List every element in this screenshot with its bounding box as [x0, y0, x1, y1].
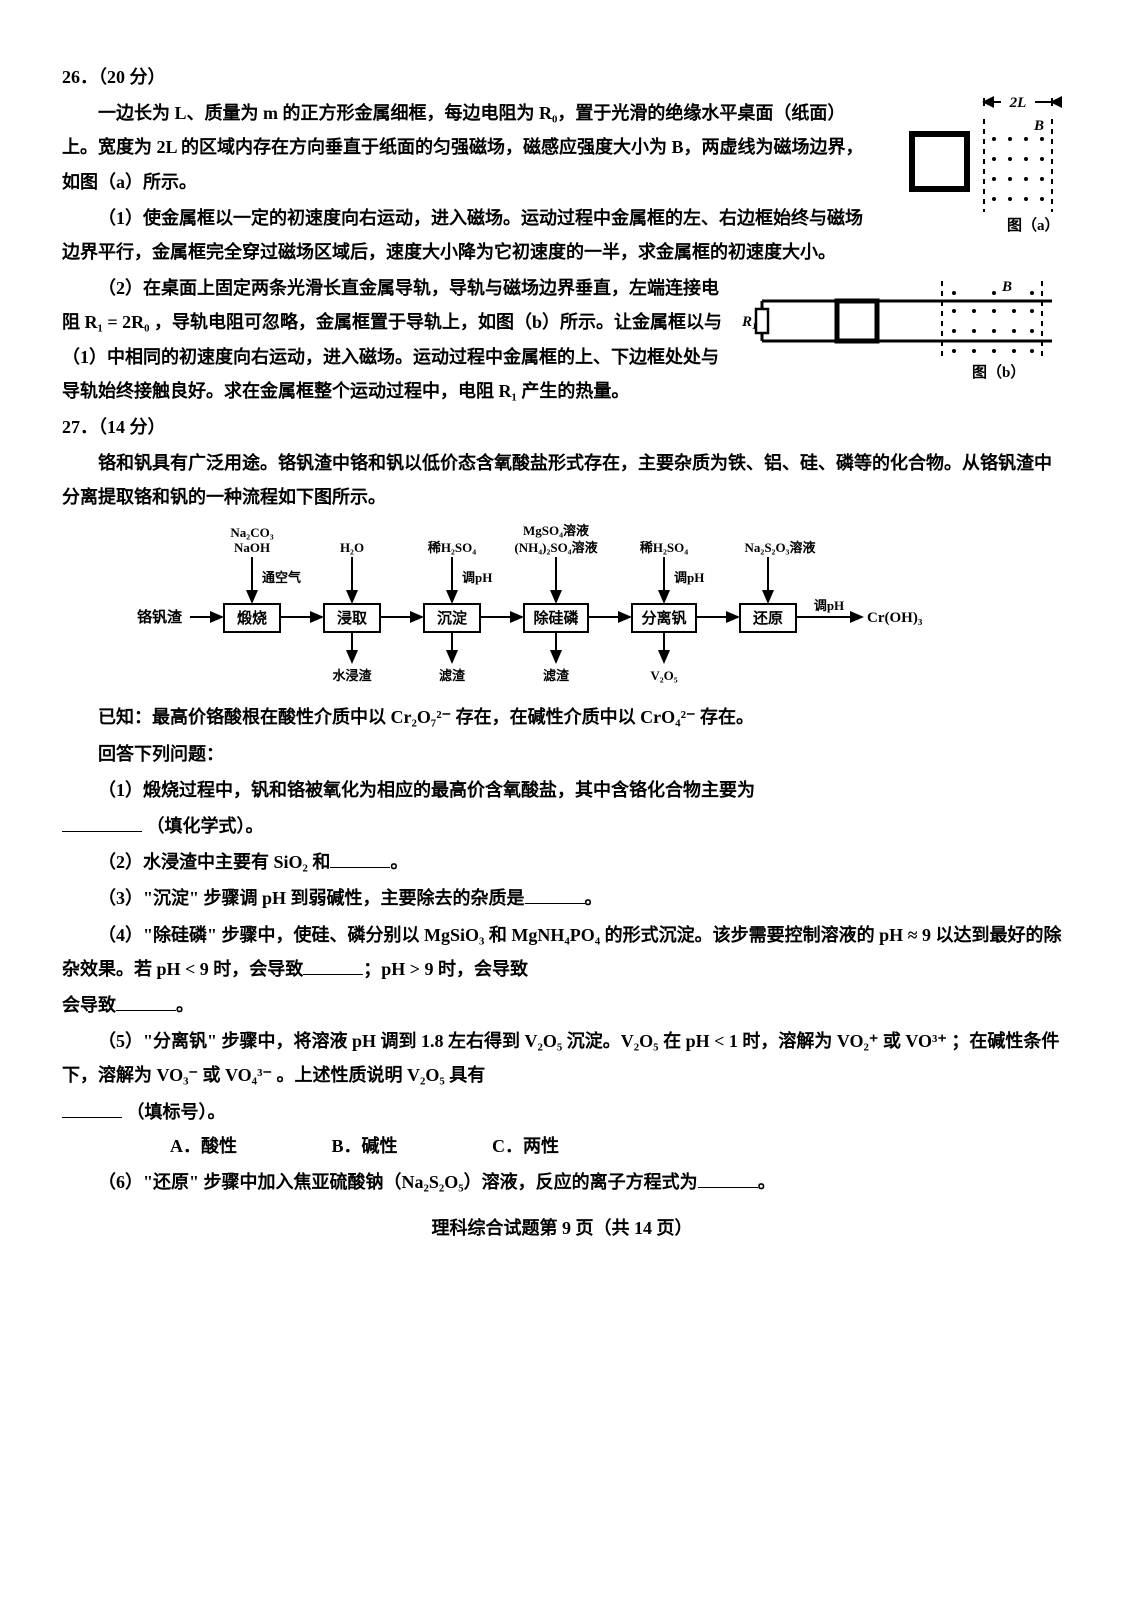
svg-text:(NH₄)₂SO₄溶液: (NH₄)₂SO₄溶液 — [514, 540, 597, 555]
svg-text:除硅磷: 除硅磷 — [533, 609, 579, 627]
figure-a: 2L B 图（a） — [892, 94, 1062, 234]
svg-text:稀H₂SO₄: 稀H₂SO₄ — [428, 540, 476, 555]
blank-2[interactable] — [330, 849, 390, 868]
figure-b: R₁ B 图（b） — [742, 271, 1062, 381]
q27-s5b: （填标号）。 — [127, 1102, 226, 1122]
svg-text:V₂O₅: V₂O₅ — [650, 668, 677, 683]
flow-step-5: 还原 — [740, 604, 796, 632]
blank-1[interactable] — [62, 813, 142, 832]
svg-text:浸取: 浸取 — [337, 610, 368, 627]
svg-text:滤渣: 滤渣 — [439, 668, 466, 683]
flowchart: 铬钒渣 煅烧 浸取 沉淀 除硅磷 分离钒 还原 调pH Cr(OH)₃ Na₂C… — [132, 522, 992, 692]
svg-text:沉淀: 沉淀 — [437, 609, 468, 627]
q27-s5: （5）"分离钒" 步骤中，将溶液 pH 调到 1.8 左右得到 V₂O₅ 沉淀。… — [62, 1024, 1062, 1092]
q27-known: 已知：最高价铬酸根在酸性介质中以 Cr₂O₇²⁻ 存在，在碱性介质中以 CrO₄… — [62, 700, 1062, 734]
svg-text:MgSO₄溶液: MgSO₄溶液 — [523, 523, 589, 538]
q27-s2: （2）水浸渣中主要有 SiO₂ 和。 — [62, 845, 1062, 879]
svg-text:水浸渣: 水浸渣 — [332, 668, 372, 683]
q26-header: 26．（20 分） — [62, 60, 1062, 94]
svg-text:还原: 还原 — [752, 609, 783, 627]
svg-text:Na₂S₂O₃溶液: Na₂S₂O₃溶液 — [745, 540, 816, 555]
q27-options: A．酸性 B．碱性 C．两性 — [62, 1129, 1062, 1163]
option-c[interactable]: C．两性 — [492, 1129, 559, 1163]
q27-s1b: （填化学式）。 — [147, 816, 264, 836]
blank-3[interactable] — [525, 885, 585, 904]
q27-s4: （4）"除硅磷" 步骤中，使硅、磷分别以 MgSiO₃ 和 MgNH₄PO₄ 的… — [62, 918, 1062, 986]
figA-B-label: B — [1033, 118, 1044, 134]
flow-step-4: 分离钒 — [632, 604, 696, 632]
q27-header: 27．（14 分） — [62, 410, 1062, 444]
flow-step-3: 除硅磷 — [524, 604, 588, 632]
blank-4a[interactable] — [303, 956, 363, 975]
blank-6[interactable] — [698, 1169, 758, 1188]
q27-s4-cont: 会导致 — [62, 995, 116, 1015]
option-a[interactable]: A．酸性 — [170, 1129, 237, 1163]
figB-caption: 图（b） — [972, 363, 1025, 381]
flow-step-2: 沉淀 — [424, 604, 480, 632]
q27-s4c: 。 — [176, 995, 194, 1015]
svg-text:分离钒: 分离钒 — [641, 609, 686, 627]
svg-text:通空气: 通空气 — [262, 570, 301, 585]
flow-step-1: 浸取 — [324, 604, 380, 632]
flow-end: Cr(OH)₃ — [867, 610, 923, 626]
q27-s6: （6）"还原" 步骤中加入焦亚硫酸钠（Na₂S₂O₅）溶液，反应的离子方程式为。 — [62, 1165, 1062, 1199]
q27-s1: （1）煅烧过程中，钒和铬被氧化为相应的最高价含氧酸盐，其中含铬化合物主要为 — [62, 773, 1062, 807]
svg-text:NaOH: NaOH — [234, 540, 270, 555]
svg-text:滤渣: 滤渣 — [543, 668, 570, 683]
q27-answer-prompt: 回答下列问题： — [62, 737, 1062, 771]
flow-step-0: 煅烧 — [224, 604, 280, 632]
figB-B-label: B — [1001, 279, 1012, 295]
q27-s3: （3）"沉淀" 步骤调 pH 到弱碱性，主要除去的杂质是。 — [62, 881, 1062, 915]
figA-2L-label: 2L — [1009, 95, 1027, 111]
figA-caption: 图（a） — [1007, 216, 1060, 234]
figB-R1-label: R₁ — [742, 314, 757, 330]
flow-start: 铬钒渣 — [137, 608, 183, 626]
blank-4b[interactable] — [116, 992, 176, 1011]
svg-text:煅烧: 煅烧 — [237, 609, 267, 627]
flow-endlabel: 调pH — [814, 598, 844, 613]
svg-text:稀H₂SO₄: 稀H₂SO₄ — [640, 540, 688, 555]
svg-text:H₂O: H₂O — [340, 540, 364, 555]
q27-p1: 铬和钒具有广泛用途。铬钒渣中铬和钒以低价态含氧酸盐形式存在，主要杂质为铁、铝、硅… — [62, 446, 1062, 514]
svg-text:调pH: 调pH — [674, 570, 704, 585]
page-footer: 理科综合试题第 9 页（共 14 页） — [62, 1211, 1062, 1245]
svg-text:调pH: 调pH — [462, 570, 492, 585]
svg-text:Na₂CO₃: Na₂CO₃ — [230, 525, 273, 540]
blank-5[interactable] — [62, 1099, 122, 1118]
option-b[interactable]: B．碱性 — [332, 1129, 398, 1163]
